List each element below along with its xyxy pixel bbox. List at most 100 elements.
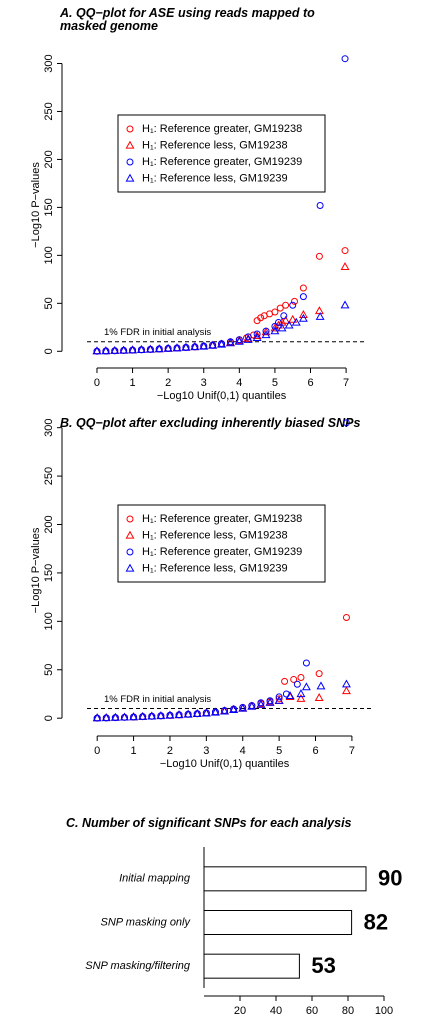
point bbox=[275, 693, 283, 701]
point bbox=[275, 695, 283, 703]
legend-marker bbox=[126, 125, 134, 133]
legend-label: H₁: Reference less, GM19238 bbox=[142, 139, 288, 151]
legend-marker bbox=[125, 563, 135, 572]
point bbox=[298, 313, 308, 322]
x-axis-label: −Log10 Unif(0,1) quantiles bbox=[160, 758, 290, 770]
annotation: 1% FDR in initial analysis bbox=[104, 327, 211, 338]
point bbox=[288, 314, 298, 323]
point bbox=[284, 320, 294, 329]
bar bbox=[203, 866, 367, 892]
point bbox=[110, 712, 120, 721]
point bbox=[261, 330, 271, 339]
x-tick-label: 3 bbox=[201, 377, 207, 389]
value-label: 82 bbox=[364, 909, 388, 934]
bar bbox=[203, 953, 300, 979]
point bbox=[266, 697, 274, 705]
point bbox=[120, 712, 129, 721]
point bbox=[274, 695, 284, 704]
x-tick-label: 7 bbox=[343, 377, 349, 389]
point bbox=[129, 712, 139, 721]
point bbox=[316, 201, 324, 209]
point bbox=[238, 703, 248, 712]
y-tick-label: 100 bbox=[43, 246, 55, 264]
point bbox=[244, 333, 252, 341]
point bbox=[217, 339, 226, 348]
point bbox=[235, 336, 243, 344]
x-tick-label: 40 bbox=[270, 1005, 282, 1017]
x-tick-label: 0 bbox=[94, 377, 100, 389]
point bbox=[234, 336, 244, 345]
point bbox=[156, 711, 166, 720]
point bbox=[341, 247, 349, 255]
x-tick-label: 5 bbox=[276, 745, 282, 757]
point bbox=[208, 340, 218, 349]
point bbox=[154, 344, 164, 353]
point bbox=[271, 308, 279, 316]
point bbox=[271, 322, 279, 330]
chart-title: A. QQ−plot for ASE using reads mapped to… bbox=[60, 6, 315, 33]
point bbox=[301, 682, 311, 691]
point bbox=[128, 345, 138, 354]
point bbox=[247, 701, 257, 710]
point bbox=[270, 326, 280, 335]
point bbox=[314, 306, 324, 315]
point bbox=[220, 706, 230, 715]
point bbox=[280, 312, 288, 320]
point bbox=[190, 342, 200, 351]
point bbox=[256, 699, 266, 708]
point bbox=[225, 338, 235, 347]
point bbox=[261, 327, 271, 336]
point bbox=[342, 613, 350, 621]
point bbox=[290, 675, 298, 683]
point bbox=[174, 710, 184, 719]
point bbox=[298, 310, 308, 318]
point bbox=[293, 680, 301, 688]
point bbox=[299, 293, 307, 301]
legend-marker bbox=[126, 158, 134, 166]
category-label: Initial mapping bbox=[119, 873, 191, 885]
point bbox=[340, 300, 350, 309]
point bbox=[253, 330, 261, 338]
chart-title: B. QQ−plot after excluding inherently bi… bbox=[60, 416, 361, 430]
y-tick-label: 200 bbox=[43, 515, 55, 533]
category-label: SNP masking/filtering bbox=[85, 960, 191, 972]
point bbox=[340, 262, 350, 270]
point bbox=[282, 301, 290, 309]
value-label: 90 bbox=[378, 866, 402, 891]
annotation: 1% FDR in initial analysis bbox=[104, 694, 211, 705]
point bbox=[138, 712, 148, 720]
point bbox=[315, 670, 323, 678]
point bbox=[163, 343, 173, 352]
y-tick-label: 0 bbox=[43, 715, 55, 721]
point bbox=[145, 344, 155, 353]
legend-marker bbox=[126, 548, 134, 556]
x-tick-label: 60 bbox=[306, 1005, 318, 1017]
point bbox=[291, 317, 301, 326]
y-tick-label: 300 bbox=[43, 54, 55, 72]
legend-marker bbox=[125, 530, 135, 539]
y-tick-label: 150 bbox=[43, 564, 55, 582]
point bbox=[316, 681, 326, 690]
point bbox=[147, 711, 157, 720]
point bbox=[342, 419, 350, 427]
x-tick-label: 1 bbox=[129, 377, 135, 389]
y-axis-label: −Log10 P−values bbox=[30, 162, 42, 248]
y-tick-label: 250 bbox=[43, 467, 55, 485]
x-tick-label: 6 bbox=[312, 745, 318, 757]
point bbox=[281, 677, 289, 685]
legend-label: H₁: Reference greater, GM19239 bbox=[142, 546, 302, 558]
y-tick-label: 300 bbox=[43, 418, 55, 436]
point bbox=[243, 334, 253, 343]
point bbox=[165, 710, 175, 719]
point bbox=[315, 311, 325, 320]
x-tick-label: 1 bbox=[131, 745, 137, 757]
legend-marker bbox=[126, 515, 134, 523]
point bbox=[296, 693, 306, 702]
legend-label: H₁: Reference greater, GM19238 bbox=[142, 123, 302, 135]
x-tick-label: 20 bbox=[234, 1005, 246, 1017]
x-tick-label: 3 bbox=[203, 745, 209, 757]
x-tick-label: 0 bbox=[94, 745, 100, 757]
x-tick-label: 6 bbox=[307, 377, 313, 389]
point bbox=[136, 345, 146, 354]
